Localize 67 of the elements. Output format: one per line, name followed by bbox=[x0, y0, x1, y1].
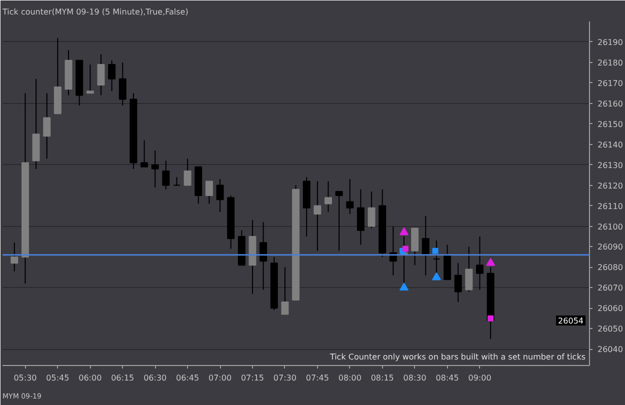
annotation: 26054 bbox=[558, 316, 584, 326]
y-tick-label: 26050 bbox=[598, 324, 623, 334]
x-tick-label: 08:30 bbox=[403, 374, 426, 382]
candlestick bbox=[335, 190, 343, 252]
candlestick bbox=[151, 150, 159, 188]
candlestick bbox=[108, 60, 116, 92]
point bbox=[402, 246, 408, 252]
candlestick bbox=[324, 180, 332, 212]
y-tick-label: 26130 bbox=[598, 160, 623, 170]
point bbox=[400, 282, 409, 290]
candlestick bbox=[260, 222, 268, 290]
x-tick-label: 06:45 bbox=[176, 374, 200, 382]
candlestick bbox=[173, 176, 180, 186]
x-tick-label: 07:45 bbox=[306, 374, 329, 382]
y-tick-label: 26070 bbox=[598, 284, 623, 293]
candlestick bbox=[422, 216, 430, 276]
x-tick-label: 08:45 bbox=[436, 374, 459, 382]
point bbox=[432, 272, 441, 280]
y-tick-label: 26060 bbox=[598, 304, 623, 314]
candlestick bbox=[476, 236, 484, 290]
chart-title: Tick counter(MYM 09-19 (5 Minute),True,False) bbox=[2, 8, 188, 16]
x-tick-label: 05:45 bbox=[46, 374, 70, 382]
x-tick-label: 06:00 bbox=[78, 374, 102, 382]
candlestick bbox=[454, 262, 462, 303]
x-tick-label: 09:00 bbox=[468, 374, 492, 382]
x-tick-label: 07:00 bbox=[208, 374, 232, 382]
y-tick-label: 26120 bbox=[598, 181, 623, 190]
candlestick bbox=[162, 160, 170, 190]
y-tick-label: 26170 bbox=[598, 78, 623, 88]
candlestick bbox=[184, 158, 192, 186]
annotation: Tick Counter only works on bars built with a set number of ticks bbox=[328, 352, 586, 362]
x-tick-label: 07:30 bbox=[273, 374, 296, 382]
candlestick bbox=[43, 92, 51, 160]
y-tick-label: 26110 bbox=[598, 202, 623, 211]
y-tick-label: 26040 bbox=[598, 345, 623, 354]
candlestick bbox=[205, 180, 213, 204]
x-tick-label: 06:15 bbox=[111, 374, 134, 382]
x-tick-label: 08:15 bbox=[370, 374, 394, 382]
point bbox=[488, 315, 494, 322]
candlestick bbox=[216, 178, 224, 212]
point bbox=[432, 248, 438, 254]
y-tick-label: 26080 bbox=[598, 263, 623, 272]
candlestick bbox=[368, 190, 376, 229]
y-tick-label: 26160 bbox=[598, 99, 623, 108]
point bbox=[400, 227, 409, 236]
y-tick-label: 26180 bbox=[598, 58, 623, 68]
candlestick bbox=[411, 228, 419, 266]
candlestick bbox=[86, 64, 94, 94]
candlestick bbox=[314, 180, 322, 252]
x-tick-label: 07:15 bbox=[240, 374, 264, 382]
y-tick-label: 26190 bbox=[598, 38, 623, 47]
y-tick-label: 26150 bbox=[598, 120, 623, 129]
candlestick bbox=[281, 266, 289, 315]
candlestick bbox=[356, 188, 364, 246]
candlestick bbox=[140, 140, 148, 168]
y-tick-label: 26140 bbox=[598, 140, 623, 150]
y-tick-label: 26100 bbox=[598, 222, 623, 232]
point bbox=[486, 258, 496, 266]
candlestick bbox=[97, 54, 105, 96]
candlestick bbox=[10, 242, 18, 272]
candlestick bbox=[118, 62, 126, 106]
candlestick bbox=[465, 246, 473, 292]
x-tick-label: 08:00 bbox=[338, 374, 362, 382]
x-tick-label: 05:30 bbox=[14, 374, 37, 382]
candlestick bbox=[346, 178, 354, 214]
x-tick-label: 06:30 bbox=[144, 374, 167, 382]
y-tick-label: 26090 bbox=[598, 242, 623, 252]
